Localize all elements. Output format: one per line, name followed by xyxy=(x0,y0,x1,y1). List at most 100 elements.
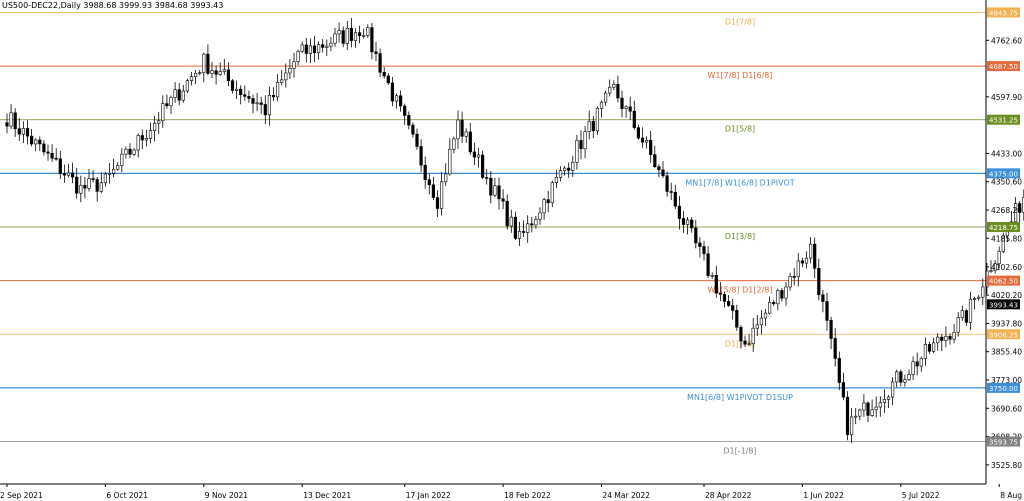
candle-body xyxy=(554,177,558,183)
candle-body xyxy=(698,242,702,247)
candle-body xyxy=(366,27,370,36)
candle-body xyxy=(993,263,997,271)
candle-body xyxy=(54,157,58,160)
candle-body xyxy=(386,75,390,84)
candle-body xyxy=(79,185,83,194)
candle-body xyxy=(743,340,747,345)
candle-body xyxy=(21,128,26,135)
candle-body xyxy=(296,51,300,62)
y-tick-label: 4020.20 xyxy=(991,291,1022,300)
candle-body xyxy=(952,331,956,340)
candle-body xyxy=(312,45,317,54)
candle-body xyxy=(25,128,30,137)
level-label: W1[5/8] D1[2/8] xyxy=(707,286,772,295)
level-label: D1[7/8] xyxy=(725,17,755,26)
candle-body xyxy=(177,89,181,101)
candle-body xyxy=(407,115,411,126)
candle-body xyxy=(292,61,296,69)
level-price-tag-text: 3750.00 xyxy=(989,385,1018,393)
candle-body xyxy=(42,143,46,153)
candle-body xyxy=(513,216,517,239)
candle-body xyxy=(677,205,681,219)
candle-body xyxy=(644,139,649,143)
candle-body xyxy=(489,177,493,196)
candle-body xyxy=(788,276,792,288)
candle-body xyxy=(91,178,95,180)
y-tick-label: 3525.80 xyxy=(991,461,1022,470)
candle-body xyxy=(895,371,899,383)
candle-body xyxy=(595,107,599,132)
candle-body xyxy=(485,177,489,179)
candle-body xyxy=(653,154,657,168)
candle-body xyxy=(890,381,895,398)
candle-body xyxy=(550,182,554,204)
candle-body xyxy=(1001,235,1005,252)
candle-body xyxy=(370,27,374,53)
candle-body xyxy=(968,298,973,323)
candle-body xyxy=(398,95,403,107)
candle-body xyxy=(198,72,202,74)
y-tick-label: 3937.80 xyxy=(991,319,1022,328)
candle-body xyxy=(562,167,567,171)
candle-body xyxy=(165,103,169,107)
candle-body xyxy=(796,260,800,278)
candle-body xyxy=(997,251,1001,264)
candle-body xyxy=(587,120,591,132)
level-price-tag xyxy=(987,61,1020,72)
ohlc-values: 3988.68 3999.93 3984.68 3993.43 xyxy=(83,1,224,10)
candle-body xyxy=(128,148,132,155)
candle-body xyxy=(759,317,763,326)
candle-body xyxy=(817,268,821,296)
candle-body xyxy=(275,82,280,98)
candle-body xyxy=(95,179,99,192)
candle-body xyxy=(235,88,239,91)
candle-body xyxy=(148,130,153,139)
candle-body xyxy=(189,76,194,81)
candle-body xyxy=(288,68,292,74)
candle-body xyxy=(444,173,448,183)
candle-body xyxy=(464,131,468,137)
candle-body xyxy=(706,253,710,276)
candle-body xyxy=(38,139,42,145)
candle-body xyxy=(71,172,75,178)
candle-body xyxy=(448,148,452,175)
candle-body xyxy=(886,396,891,400)
candle-body xyxy=(681,218,686,225)
symbol-label: US500-DEC22,Daily xyxy=(2,1,81,10)
candle-body xyxy=(308,45,313,54)
candle-body xyxy=(505,200,509,227)
candle-body xyxy=(538,212,542,220)
level-label: D1[5/8] xyxy=(725,125,755,134)
candle-body xyxy=(845,396,850,435)
candle-body xyxy=(329,42,333,47)
candle-body xyxy=(476,154,481,158)
candle-body xyxy=(989,270,993,272)
candle-body xyxy=(874,406,878,411)
candle-body xyxy=(657,166,661,171)
candle-body xyxy=(218,71,222,75)
level-price-tag-text: 4687.50 xyxy=(989,63,1018,71)
level-price-tag xyxy=(987,168,1020,179)
candle-body xyxy=(722,294,727,302)
candle-body xyxy=(497,185,501,200)
candle-body xyxy=(603,92,608,103)
level-price-tag-text: 4375.00 xyxy=(989,170,1018,178)
candle-body xyxy=(50,152,54,159)
y-tick-label: 4597.90 xyxy=(991,93,1022,102)
y-tick-label: 3773.00 xyxy=(991,376,1022,385)
candle-body xyxy=(255,102,259,105)
candle-body xyxy=(833,338,837,359)
candle-body xyxy=(83,185,87,189)
candle-body xyxy=(214,70,218,75)
candle-body xyxy=(378,53,382,73)
candle-body xyxy=(542,199,546,214)
candle-body xyxy=(649,139,653,155)
candle-body xyxy=(374,51,378,54)
x-tick-label: 18 Feb 2022 xyxy=(504,491,551,500)
candle-body xyxy=(456,119,460,140)
candle-body xyxy=(17,128,21,135)
candle-body xyxy=(710,275,714,277)
candle-body xyxy=(341,30,345,44)
candle-body xyxy=(394,95,399,102)
